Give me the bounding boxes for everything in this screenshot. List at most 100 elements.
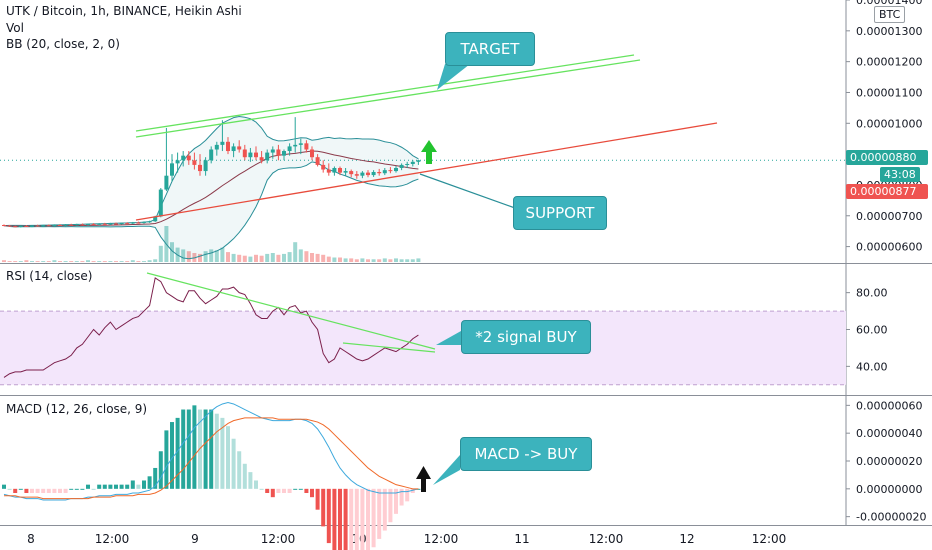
volume-bar	[158, 245, 163, 262]
macd-histogram-bar	[136, 484, 141, 489]
price-tick-label: 0.00001200	[856, 56, 922, 69]
candle-body	[231, 146, 236, 152]
candle-body	[52, 225, 57, 227]
volume-bar	[287, 252, 292, 262]
macd-arrow-shaft	[421, 478, 426, 492]
volume-bar	[52, 260, 57, 262]
volume-bar	[63, 261, 68, 262]
candle-body	[321, 164, 326, 170]
candle-body	[282, 151, 286, 156]
macd-histogram-bar	[158, 451, 163, 489]
macd-histogram-bar	[41, 488, 46, 493]
candle-body	[97, 223, 102, 225]
volume-bar	[203, 251, 208, 262]
candle-body	[147, 221, 152, 223]
buy-arrow-head	[421, 140, 437, 152]
macd-histogram-bar	[35, 488, 40, 493]
macd-histogram-bar	[63, 488, 68, 493]
rsi-support-line	[342, 342, 436, 353]
candle-body	[270, 149, 275, 153]
macd-histogram-bar	[91, 488, 96, 490]
candle-body	[226, 141, 230, 152]
macd-histogram-bar	[220, 417, 225, 489]
volume-bar	[7, 261, 12, 262]
candle-body	[276, 149, 281, 156]
macd-histogram-bar	[192, 405, 197, 489]
macd-buy-callout: MACD -> BUY	[460, 437, 592, 471]
macd-histogram-bar	[153, 467, 158, 489]
volume-bar	[298, 249, 303, 262]
volume-bar	[388, 259, 393, 262]
macd-histogram-bar	[338, 488, 342, 550]
macd-tick-label: -0.00000020	[856, 511, 926, 524]
candle-body	[332, 167, 337, 173]
time-tick-label: 11	[514, 532, 529, 546]
volume-bar	[198, 253, 202, 262]
volume-bar	[326, 256, 331, 262]
volume-bar	[35, 261, 40, 262]
legend-macd: MACD (12, 26, close, 9)	[6, 402, 148, 416]
candle-body	[338, 167, 342, 173]
volume-bar	[214, 250, 219, 262]
candle-body	[366, 172, 370, 176]
candle-body	[7, 225, 12, 227]
macd-histogram-bar	[108, 484, 113, 489]
candle-body	[46, 225, 51, 227]
support-callout: SUPPORT	[513, 196, 607, 230]
candle-body	[164, 175, 169, 190]
bb-upper-line	[3, 115, 419, 227]
candle-body	[354, 174, 359, 176]
macd-histogram-bar	[405, 488, 410, 502]
volume-bar	[248, 256, 253, 262]
macd-histogram-bar	[214, 413, 219, 489]
candle-body	[86, 224, 90, 226]
time-tick-label: 12:00	[95, 532, 130, 546]
macd-histogram-bar	[164, 430, 169, 489]
macd-histogram-bar	[270, 488, 275, 498]
legend-symbol: UTK / Bitcoin, 1h, BINANCE, Heikin Ashi	[6, 4, 242, 18]
candle-body	[326, 169, 331, 173]
volume-bar	[18, 261, 23, 262]
volume-bar	[377, 259, 382, 262]
volume-bar	[102, 261, 107, 262]
candle-body	[69, 224, 74, 226]
macd-histogram-bar	[354, 488, 359, 550]
volume-bar	[382, 258, 387, 262]
time-tick-label: 12:00	[752, 532, 787, 546]
volume-bar	[265, 253, 270, 262]
macd-histogram-bar	[175, 417, 180, 489]
time-tick-label: 12:00	[424, 532, 459, 546]
candle-body	[181, 155, 186, 161]
macd-histogram-bar	[315, 488, 320, 510]
currency-badge[interactable]: BTC	[874, 6, 906, 23]
macd-histogram-bar	[371, 488, 376, 548]
candle-body	[209, 149, 214, 161]
volume-bar	[410, 259, 415, 262]
macd-tick-label: 0.00000000	[856, 483, 922, 496]
macd-histogram-bar	[13, 488, 18, 493]
volume-bar	[405, 259, 410, 262]
macd-histogram-bar	[282, 488, 286, 493]
macd-histogram-bar	[226, 426, 230, 489]
rsi-resistance-line	[146, 272, 436, 350]
rsi-tick-label: 40.00	[856, 360, 888, 373]
volume-bar	[354, 259, 359, 262]
volume-bar	[371, 259, 376, 262]
volume-bar	[125, 261, 130, 262]
volume-bar	[259, 255, 264, 262]
volume-bar	[86, 260, 90, 262]
macd-histogram-bar	[52, 488, 57, 493]
volume-bar	[349, 258, 354, 262]
volume-bar	[24, 260, 29, 262]
rsi-signal-callout: *2 signal BUY	[461, 320, 591, 354]
macd-histogram-bar	[86, 484, 90, 489]
macd-histogram-bar	[349, 488, 354, 550]
candle-body	[343, 171, 348, 173]
volume-bar	[231, 253, 236, 262]
candle-body	[220, 141, 225, 145]
candle-body	[254, 152, 258, 158]
rsi-callout-pointer	[436, 331, 461, 345]
volume-bar	[97, 261, 102, 262]
legend-rsi: RSI (14, close)	[6, 269, 93, 283]
macd-histogram-bar	[399, 488, 404, 506]
